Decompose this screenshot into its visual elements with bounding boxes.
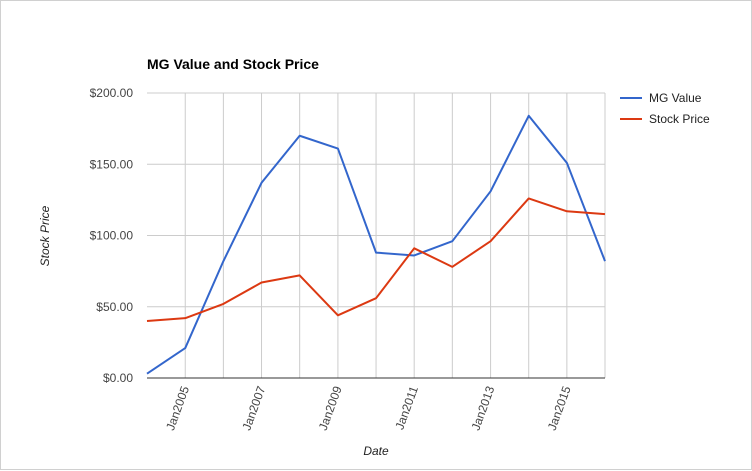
x-tick-label: Jan2015 xyxy=(545,384,574,432)
y-tick-label: $100.00 xyxy=(90,229,134,243)
x-tick-label: Jan2009 xyxy=(316,384,345,432)
series-line-2 xyxy=(146,197,606,322)
series-line-1 xyxy=(146,114,606,375)
chart-title: MG Value and Stock Price xyxy=(147,56,319,72)
x-axis-title: Date xyxy=(363,444,389,458)
y-tick-label: $150.00 xyxy=(90,157,134,171)
legend: MG Value Stock Price xyxy=(620,91,710,126)
x-tick-label: Jan2011 xyxy=(392,384,421,432)
grid xyxy=(147,92,606,378)
y-axis-title: Stock Price xyxy=(38,205,52,266)
y-tick-label: $50.00 xyxy=(96,300,133,314)
x-tick-label: Jan2005 xyxy=(163,384,192,432)
y-tick-label: $0.00 xyxy=(103,371,133,385)
x-tick-label: Jan2013 xyxy=(468,384,497,432)
x-tick-label: Jan2007 xyxy=(239,384,268,432)
series-lines xyxy=(146,114,606,375)
y-tick-label: $200.00 xyxy=(90,86,134,100)
legend-label-2: Stock Price xyxy=(649,112,710,126)
legend-label-1: MG Value xyxy=(649,91,702,105)
axes: $0.00 $50.00 $100.00 $150.00 $200.00 Jan2005 J… xyxy=(90,86,605,432)
